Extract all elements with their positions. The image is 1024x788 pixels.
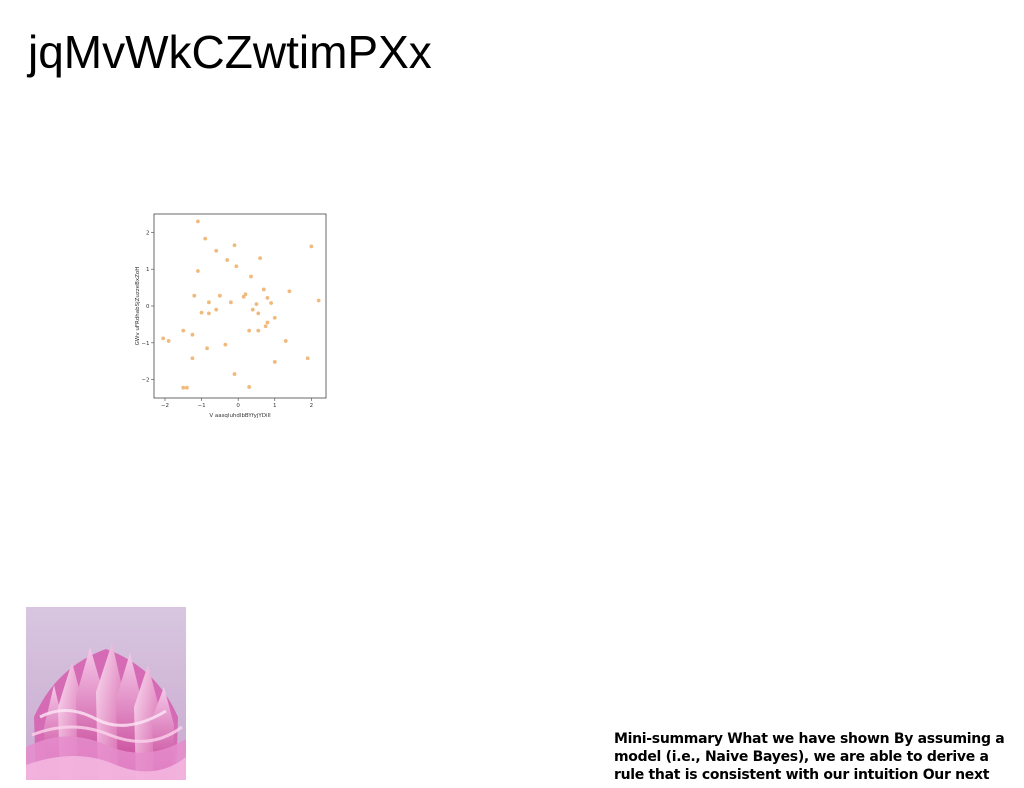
pink-sculpture-image: [26, 607, 186, 780]
x-tick-label: 1: [273, 403, 277, 409]
scatter-point: [206, 311, 211, 316]
x-axis-label: V aasqluhdlbBYfyjYDiIl: [209, 413, 271, 419]
scatter-point: [196, 269, 200, 273]
scatter-point: [181, 328, 186, 333]
scatter-point: [232, 372, 237, 376]
scatter-point: [232, 243, 237, 248]
scatter-point: [228, 300, 233, 305]
scatter-point: [190, 332, 195, 337]
scatter-point: [225, 258, 230, 262]
y-tick-label: 1: [146, 267, 150, 273]
scatter-point: [161, 336, 166, 341]
scatter-point: [256, 311, 261, 316]
scatter-point: [166, 339, 171, 343]
scatter-point: [258, 256, 263, 261]
scatter-point: [243, 292, 248, 297]
scatter-plot-svg: −2 −1 0 1 2 −2 −1 0 1 2 V aasqluhdlbBYfyjYDiIl GW…: [135, 213, 327, 419]
scatter-point: [250, 307, 255, 312]
scatter-point: [190, 356, 195, 361]
x-tick-label: −2: [161, 403, 169, 409]
scatter-point: [247, 385, 252, 389]
scatter-point: [261, 287, 266, 292]
scatter-point: [272, 315, 277, 320]
y-tick-label: 2: [146, 230, 150, 236]
plot-area-border: [153, 213, 327, 399]
scatter-point: [205, 346, 209, 351]
scatter-point: [206, 300, 211, 305]
scatter-point: [283, 339, 288, 343]
y-tick-label: 0: [146, 304, 150, 310]
data-points: [161, 219, 321, 390]
scatter-point: [199, 310, 204, 315]
scatter-point: [217, 293, 222, 298]
scatter-point: [214, 307, 219, 312]
scatter-point: [234, 264, 239, 269]
scatter-point: [185, 385, 189, 390]
mini-summary-text: Mini-summary What we have shown By assum…: [614, 731, 1005, 783]
x-tick-label: 2: [310, 403, 314, 409]
page-title: jqMvWkCZwtimPXx: [28, 26, 432, 78]
scatter-point: [287, 289, 292, 294]
scatter-point: [256, 328, 261, 333]
scatter-point: [181, 385, 186, 390]
scatter-point: [203, 236, 208, 241]
y-tick-label: −1: [141, 341, 149, 347]
scatter-point: [263, 324, 268, 329]
scatter-point: [254, 302, 259, 307]
scatter-point: [269, 301, 274, 305]
plot-frame: [153, 213, 327, 399]
scatter-point: [192, 293, 197, 298]
scatter-point: [305, 356, 310, 361]
scatter-point: [272, 360, 277, 364]
scatter-point: [196, 219, 200, 224]
scatter-point: [309, 244, 314, 249]
scatter-point: [265, 296, 270, 300]
scatter-point: [214, 248, 219, 253]
scatter-point: [247, 328, 252, 333]
axis-ticks: −2 −1 0 1 2 −2 −1 0 1 2: [141, 230, 313, 409]
pink-sculpture-icon: [26, 607, 186, 780]
scatter-point: [265, 320, 270, 325]
x-tick-label: 0: [236, 403, 240, 409]
scatter-point: [223, 342, 228, 347]
scatter-point: [316, 298, 321, 303]
y-axis-label: GWv uFRdhabSjZuzzeBxZoH: [135, 267, 141, 346]
scatter-chart: −2 −1 0 1 2 −2 −1 0 1 2 V aasqluhdlbBYfyjYDiIl GW…: [132, 206, 332, 422]
x-tick-label: −1: [198, 403, 206, 409]
scatter-point: [249, 274, 253, 279]
y-tick-label: −2: [141, 378, 149, 384]
